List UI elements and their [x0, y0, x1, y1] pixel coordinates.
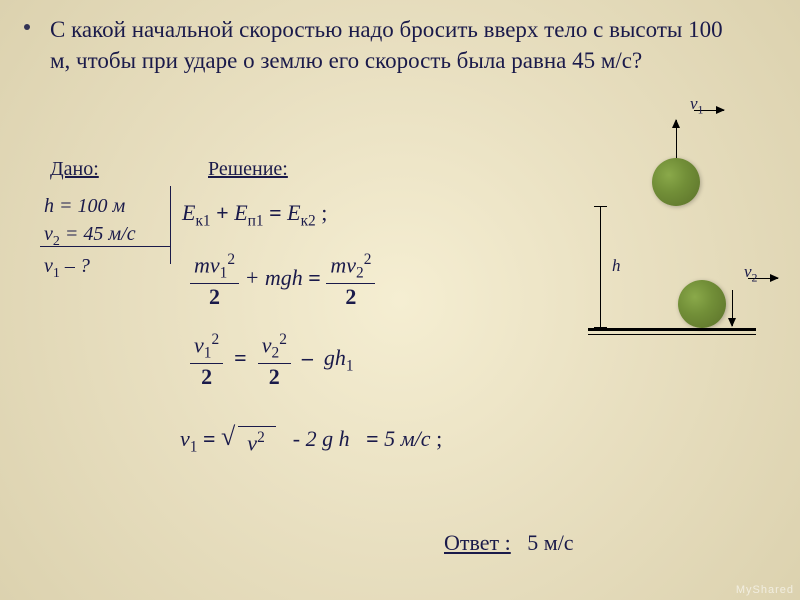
- eq-velocity: v12 2 = v22 2 – gh1: [190, 332, 354, 388]
- den-2b: 2: [326, 284, 375, 308]
- given-divider-v: [170, 186, 171, 264]
- problem-text: С какой начальной скоростью надо бросить…: [50, 14, 730, 76]
- eq-result: v1 = √ v2 - 2 g h = 5 м/с ;: [180, 426, 442, 457]
- answer-line: Ответ : 5 м/с: [444, 530, 574, 556]
- given-v1: v1 – ?: [44, 252, 174, 284]
- sub-p1: п1: [248, 212, 264, 229]
- watermark: MyShared: [736, 584, 794, 596]
- solution-heading: Решение:: [208, 158, 288, 181]
- v1-label: v1: [690, 94, 704, 117]
- ball-top: [652, 158, 700, 206]
- den-2c: 2: [190, 364, 223, 388]
- given-block: h = 100 м v2 = 45 м/с v1 – ?: [40, 188, 174, 283]
- sub-k2: к2: [301, 212, 316, 229]
- v2-label: v2: [744, 262, 758, 285]
- eq-energy: Eк1 + Eп1 = Eк2 ;: [182, 200, 327, 230]
- answer-value: 5 м/с: [527, 530, 573, 555]
- frac-v1: v12 2: [190, 332, 223, 388]
- eq-mass: mv12 2 + mgh = mv22 2: [190, 252, 375, 308]
- bullet: [24, 24, 30, 30]
- diagram: h v1 v2: [580, 118, 780, 348]
- frac-mv1: mv12 2: [190, 252, 239, 308]
- sqrt: √ v2: [221, 426, 276, 456]
- given-h: h = 100 м: [44, 192, 174, 220]
- den-2a: 2: [190, 284, 239, 308]
- given-divider-h: [40, 246, 170, 247]
- given-heading: Дано:: [50, 158, 99, 181]
- arrow-v2: [732, 290, 733, 326]
- ball-bottom: [678, 280, 726, 328]
- sub-k1: к1: [195, 212, 210, 229]
- den-2d: 2: [258, 364, 291, 388]
- height-bar: [600, 206, 601, 328]
- frac-mv2: mv22 2: [326, 252, 375, 308]
- arrow-v1: [676, 120, 677, 158]
- h-label: h: [612, 256, 621, 276]
- answer-label: Ответ :: [444, 530, 511, 555]
- ground-line: [588, 328, 756, 335]
- frac-v2: v22 2: [258, 332, 291, 388]
